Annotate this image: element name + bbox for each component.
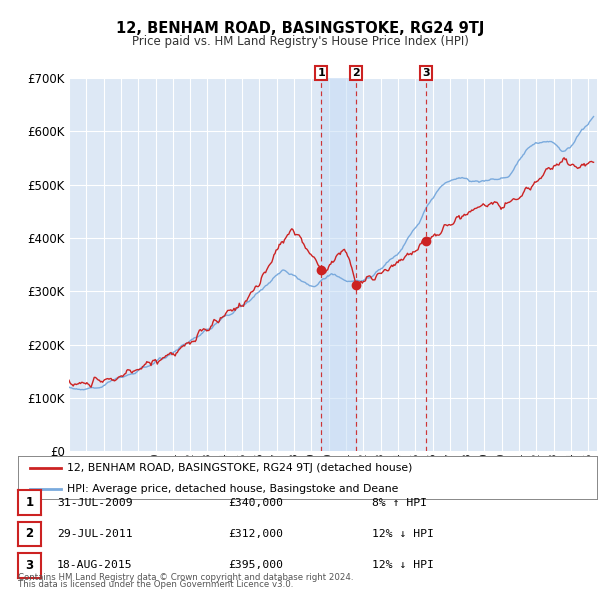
Text: Contains HM Land Registry data © Crown copyright and database right 2024.: Contains HM Land Registry data © Crown c…	[18, 573, 353, 582]
Text: 2: 2	[25, 527, 34, 540]
Text: £395,000: £395,000	[228, 560, 283, 570]
Text: 1: 1	[25, 496, 34, 509]
Text: HPI: Average price, detached house, Basingstoke and Deane: HPI: Average price, detached house, Basi…	[67, 484, 398, 494]
Text: 12, BENHAM ROAD, BASINGSTOKE, RG24 9TJ: 12, BENHAM ROAD, BASINGSTOKE, RG24 9TJ	[116, 21, 484, 35]
Text: This data is licensed under the Open Government Licence v3.0.: This data is licensed under the Open Gov…	[18, 581, 293, 589]
Text: £340,000: £340,000	[228, 498, 283, 507]
Text: 12% ↓ HPI: 12% ↓ HPI	[372, 560, 434, 570]
Text: £312,000: £312,000	[228, 529, 283, 539]
Text: 1: 1	[317, 68, 325, 78]
Text: 29-JUL-2011: 29-JUL-2011	[57, 529, 133, 539]
Bar	[322, 78, 356, 451]
Text: 8% ↑ HPI: 8% ↑ HPI	[372, 498, 427, 507]
Text: 12% ↓ HPI: 12% ↓ HPI	[372, 529, 434, 539]
Text: 31-JUL-2009: 31-JUL-2009	[57, 498, 133, 507]
Text: Price paid vs. HM Land Registry's House Price Index (HPI): Price paid vs. HM Land Registry's House …	[131, 35, 469, 48]
Text: 3: 3	[422, 68, 430, 78]
Text: 12, BENHAM ROAD, BASINGSTOKE, RG24 9TJ (detached house): 12, BENHAM ROAD, BASINGSTOKE, RG24 9TJ (…	[67, 463, 413, 473]
Text: 2: 2	[352, 68, 360, 78]
Text: 3: 3	[25, 559, 34, 572]
Text: 18-AUG-2015: 18-AUG-2015	[57, 560, 133, 570]
